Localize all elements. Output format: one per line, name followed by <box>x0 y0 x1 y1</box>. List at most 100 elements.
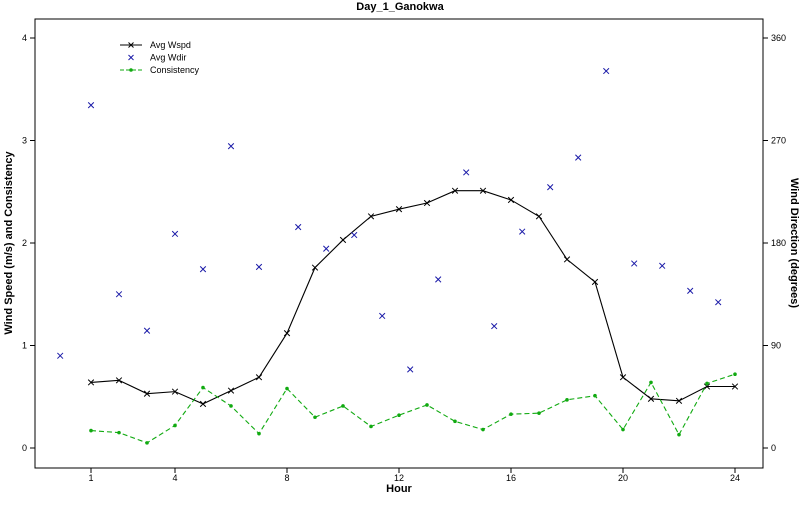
legend-item: Consistency <box>120 65 200 75</box>
data-point <box>229 404 233 408</box>
x-tick-label: 4 <box>172 473 177 483</box>
data-point <box>733 372 737 377</box>
y-axis-label-right: Wind Direction (degrees) <box>788 178 800 308</box>
series-avg-wspd <box>87 187 739 408</box>
legend-marker <box>128 54 134 61</box>
data-point <box>649 380 653 385</box>
data-point <box>425 403 429 407</box>
data-point <box>423 199 431 207</box>
data-point <box>313 415 317 420</box>
data-point <box>631 260 638 267</box>
data-point <box>563 256 571 263</box>
data-point <box>491 322 498 330</box>
data-point <box>677 432 681 437</box>
y-tick-label-left: 0 <box>22 443 27 453</box>
data-point <box>397 413 401 418</box>
data-point <box>173 423 177 428</box>
data-point <box>199 400 207 408</box>
x-axis-label: Hour <box>386 483 412 495</box>
data-point <box>143 390 151 397</box>
y-tick-label-right: 360 <box>771 33 786 43</box>
data-point <box>395 206 403 213</box>
data-point <box>435 276 442 283</box>
data-point <box>547 184 554 191</box>
data-point <box>451 187 459 194</box>
legend: Avg Wspd Avg Wdir Consistency <box>120 40 200 75</box>
data-point <box>535 213 543 220</box>
data-point <box>537 411 541 415</box>
data-point <box>255 374 263 381</box>
data-point <box>89 428 93 433</box>
data-point <box>283 330 291 337</box>
legend-item: Avg Wspd <box>120 40 191 50</box>
data-point <box>171 230 179 238</box>
data-point <box>369 424 373 429</box>
data-point <box>593 393 597 398</box>
legend-marker <box>129 68 133 72</box>
x-tick-label: 24 <box>730 473 740 483</box>
data-point <box>311 264 319 271</box>
data-point <box>659 262 666 269</box>
data-point <box>715 299 722 306</box>
data-point <box>621 427 625 432</box>
data-point <box>117 430 121 435</box>
data-point <box>407 366 414 373</box>
x-tick-label: 20 <box>618 473 628 483</box>
data-point <box>463 169 470 176</box>
series-line <box>90 373 736 444</box>
data-point <box>115 291 123 298</box>
data-point <box>703 383 711 390</box>
data-point <box>351 231 358 239</box>
data-point <box>453 419 457 424</box>
data-point <box>87 102 95 109</box>
y-tick-label-left: 3 <box>22 136 27 146</box>
data-point <box>575 154 582 161</box>
data-point <box>87 379 95 386</box>
data-point <box>647 395 655 402</box>
x-tick-label: 12 <box>394 473 404 483</box>
y-tick-label-right: 180 <box>771 238 786 248</box>
series-line <box>90 190 735 405</box>
data-point <box>479 187 487 194</box>
data-point <box>591 278 599 286</box>
data-point <box>255 263 263 271</box>
data-point <box>675 397 683 405</box>
plot-frame <box>34 18 764 469</box>
data-point <box>341 404 345 408</box>
x-tick-label: 16 <box>506 473 516 483</box>
legend-label: Avg Wdir <box>150 53 186 63</box>
data-point <box>295 223 302 231</box>
data-point <box>199 266 207 273</box>
data-point <box>227 387 235 394</box>
data-point <box>367 213 375 220</box>
chart-title: Day_1_Ganokwa <box>356 1 444 13</box>
data-point <box>339 236 347 244</box>
data-point <box>509 412 513 416</box>
data-point <box>115 377 123 384</box>
legend-label: Consistency <box>150 65 200 75</box>
data-point <box>481 427 485 432</box>
series-avg-wdir <box>57 67 722 373</box>
legend-marker <box>128 42 134 48</box>
data-point <box>145 441 149 445</box>
data-point <box>257 431 261 436</box>
data-point <box>171 388 179 395</box>
y-tick-label-right: 90 <box>771 341 781 351</box>
data-point <box>687 287 694 294</box>
y-tick-label-left: 1 <box>22 341 27 351</box>
data-point <box>323 245 330 252</box>
data-point <box>143 327 151 334</box>
data-point <box>507 196 515 204</box>
data-point <box>731 383 739 390</box>
data-point <box>603 67 610 75</box>
data-point <box>565 398 569 402</box>
data-point <box>379 312 386 320</box>
data-point <box>57 352 64 359</box>
y-axis-label-left: Wind Speed (m/s) and Consistency <box>3 150 15 334</box>
data-point <box>201 385 205 390</box>
y-tick-label-left: 2 <box>22 238 27 248</box>
x-tick-label: 8 <box>284 473 289 483</box>
data-point <box>227 143 235 150</box>
